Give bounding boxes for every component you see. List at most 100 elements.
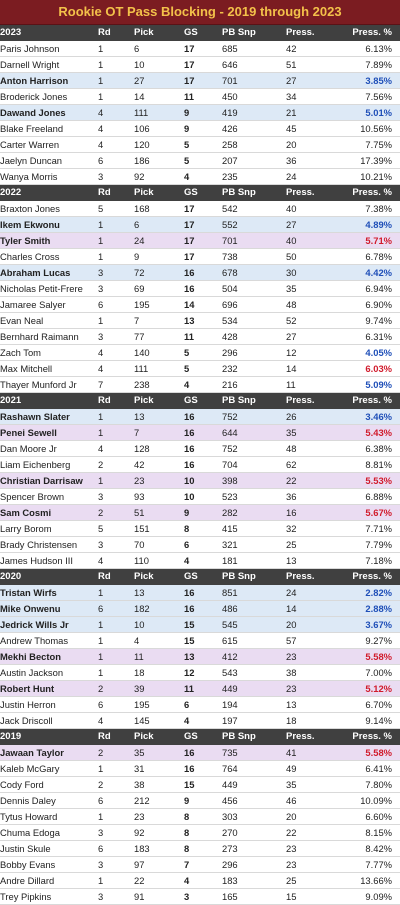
column-header: Rd — [98, 728, 134, 745]
column-header: Press. % — [338, 568, 400, 585]
games-started-cell: 5 — [184, 344, 222, 361]
player-name: Larry Borom — [0, 520, 98, 537]
pressure-pct-cell: 5.71% — [338, 232, 400, 249]
table-row: Abraham Lucas 3 72 16 678 30 4.42% — [0, 264, 400, 281]
pressures-cell: 50 — [286, 248, 338, 265]
table-row: Evan Neal 1 7 13 534 52 9.74% — [0, 312, 400, 329]
column-header: GS — [184, 568, 222, 585]
pressure-pct-cell: 9.14% — [338, 712, 400, 729]
player-name: Dan Moore Jr — [0, 440, 98, 457]
pick-cell: 92 — [134, 824, 184, 841]
games-started-cell: 16 — [184, 745, 222, 761]
column-header: Press. — [286, 25, 338, 41]
pressure-pct-cell: 6.38% — [338, 440, 400, 457]
pb-snaps-cell: 235 — [222, 168, 286, 185]
table-row: Jaelyn Duncan 6 186 5 207 36 17.39% — [0, 152, 400, 169]
pressure-pct-cell: 4.42% — [338, 264, 400, 281]
table-row: Nicholas Petit-Frere 3 69 16 504 35 6.94% — [0, 280, 400, 297]
pick-cell: 39 — [134, 680, 184, 697]
pick-cell: 111 — [134, 360, 184, 377]
pb-snaps-cell: 270 — [222, 824, 286, 841]
pick-cell: 110 — [134, 552, 184, 569]
pb-snaps-cell: 428 — [222, 328, 286, 345]
round-cell: 1 — [98, 56, 134, 73]
games-started-cell: 16 — [184, 600, 222, 617]
pick-cell: 77 — [134, 328, 184, 345]
round-cell: 5 — [98, 201, 134, 217]
pick-cell: 145 — [134, 712, 184, 729]
pb-snaps-cell: 296 — [222, 856, 286, 873]
round-cell: 4 — [98, 552, 134, 569]
table-row: Brady Christensen 3 70 6 321 25 7.79% — [0, 536, 400, 553]
pressure-pct-cell: 6.94% — [338, 280, 400, 297]
pressures-cell: 22 — [286, 472, 338, 489]
games-started-cell: 12 — [184, 664, 222, 681]
pick-cell: 111 — [134, 104, 184, 121]
pick-cell: 93 — [134, 488, 184, 505]
pressure-pct-cell: 5.53% — [338, 472, 400, 489]
player-name: Bernhard Raimann — [0, 328, 98, 345]
table-row: Robert Hunt 2 39 11 449 23 5.12% — [0, 680, 400, 697]
pb-snaps-cell: 450 — [222, 88, 286, 105]
round-cell: 2 — [98, 745, 134, 761]
table-row: Dan Moore Jr 4 128 16 752 48 6.38% — [0, 440, 400, 457]
player-name: Jawaan Taylor — [0, 745, 98, 761]
pb-snaps-cell: 296 — [222, 344, 286, 361]
column-header: Pick — [134, 728, 184, 745]
player-name: Tristan Wirfs — [0, 585, 98, 601]
games-started-cell: 4 — [184, 712, 222, 729]
pressures-cell: 52 — [286, 312, 338, 329]
pressure-pct-cell: 5.43% — [338, 424, 400, 441]
games-started-cell: 9 — [184, 504, 222, 521]
games-started-cell: 15 — [184, 616, 222, 633]
round-cell: 6 — [98, 792, 134, 809]
column-header: Rd — [98, 392, 134, 409]
round-cell: 3 — [98, 264, 134, 281]
games-started-cell: 5 — [184, 360, 222, 377]
pick-cell: 4 — [134, 632, 184, 649]
table-row: Jawaan Taylor 2 35 16 735 41 5.58% — [0, 745, 400, 761]
pb-snaps-cell: 232 — [222, 360, 286, 377]
pressure-pct-cell: 6.03% — [338, 360, 400, 377]
pick-cell: 140 — [134, 344, 184, 361]
round-cell: 1 — [98, 72, 134, 89]
pressures-cell: 42 — [286, 41, 338, 57]
pressure-pct-cell: 10.09% — [338, 792, 400, 809]
pick-cell: 106 — [134, 120, 184, 137]
pb-snaps-cell: 456 — [222, 792, 286, 809]
pressure-pct-cell: 5.58% — [338, 648, 400, 665]
pick-cell: 38 — [134, 776, 184, 793]
pressures-cell: 24 — [286, 585, 338, 601]
player-name: Broderick Jones — [0, 88, 98, 105]
table-row: Spencer Brown 3 93 10 523 36 6.88% — [0, 488, 400, 505]
table-row: Jedrick Wills Jr 1 10 15 545 20 3.67% — [0, 616, 400, 633]
pressures-cell: 13 — [286, 696, 338, 713]
table-row: Charles Cross 1 9 17 738 50 6.78% — [0, 248, 400, 265]
column-header: Pick — [134, 25, 184, 41]
pressures-cell: 20 — [286, 808, 338, 825]
player-name: Thayer Munford Jr — [0, 376, 98, 393]
pressures-cell: 20 — [286, 616, 338, 633]
games-started-cell: 8 — [184, 840, 222, 857]
column-header: PB Snp — [222, 184, 286, 201]
column-header: Pick — [134, 392, 184, 409]
round-cell: 6 — [98, 696, 134, 713]
pressure-pct-cell: 8.42% — [338, 840, 400, 857]
round-cell: 1 — [98, 760, 134, 777]
games-started-cell: 17 — [184, 248, 222, 265]
table-row: Jack Driscoll 4 145 4 197 18 9.14% — [0, 712, 400, 729]
column-header: Press. — [286, 184, 338, 201]
pressures-cell: 41 — [286, 745, 338, 761]
pb-snaps-cell: 207 — [222, 152, 286, 169]
pick-cell: 13 — [134, 409, 184, 425]
table-row: Tristan Wirfs 1 13 16 851 24 2.82% — [0, 585, 400, 601]
player-name: Jedrick Wills Jr — [0, 616, 98, 633]
games-started-cell: 5 — [184, 136, 222, 153]
games-started-cell: 16 — [184, 264, 222, 281]
pressures-cell: 27 — [286, 328, 338, 345]
pressure-pct-cell: 6.13% — [338, 41, 400, 57]
table-row: Darnell Wright 1 10 17 646 51 7.89% — [0, 56, 400, 73]
pb-snaps-cell: 303 — [222, 808, 286, 825]
pick-cell: 18 — [134, 664, 184, 681]
